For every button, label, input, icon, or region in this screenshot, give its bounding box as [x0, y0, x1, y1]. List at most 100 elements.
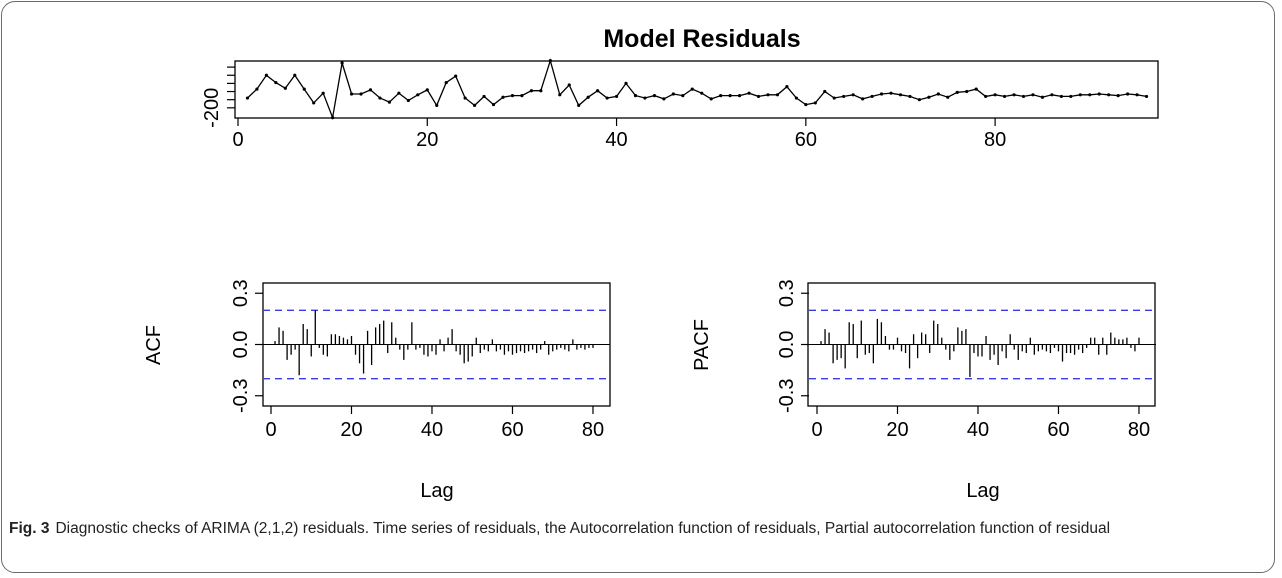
- residual-point: [605, 96, 609, 100]
- pacf-xtick-label: 60: [1047, 419, 1069, 441]
- residual-point: [359, 92, 363, 96]
- residual-point: [435, 103, 439, 107]
- residual-point: [614, 94, 619, 99]
- residual-point: [283, 86, 287, 90]
- residual-point: [946, 95, 950, 99]
- residual-point: [832, 96, 836, 100]
- acf-xlabel: Lag: [420, 480, 453, 502]
- residual-series-line: [247, 58, 1147, 121]
- ts-xtick-label: 60: [795, 129, 817, 151]
- residual-point: [936, 92, 940, 96]
- ts-xtick-label: 40: [605, 129, 627, 151]
- residual-point: [908, 94, 912, 99]
- residual-point: [1050, 93, 1054, 97]
- figure-label: Fig. 3: [9, 520, 50, 537]
- residual-point: [671, 92, 675, 96]
- residual-point: [463, 96, 467, 100]
- residual-point: [312, 101, 316, 105]
- residual-point: [255, 87, 259, 91]
- residual-point: [548, 58, 552, 63]
- residual-point: [965, 89, 969, 94]
- residual-point: [491, 102, 496, 107]
- residual-point: [454, 74, 458, 78]
- residual-point: [245, 96, 250, 100]
- residual-point: [1135, 93, 1139, 97]
- residual-point: [558, 93, 562, 97]
- residual-point: [1116, 94, 1120, 98]
- residual-point: [662, 97, 666, 101]
- residual-point: [898, 93, 903, 97]
- residual-point: [652, 94, 657, 98]
- residual-point: [775, 93, 780, 97]
- residual-point: [690, 87, 694, 91]
- residual-point: [510, 94, 515, 98]
- residual-point: [719, 94, 723, 98]
- acf-xtick-label: 20: [340, 419, 362, 441]
- residual-point: [340, 61, 344, 65]
- residual-point: [416, 93, 420, 97]
- ts-title: Model Residuals: [603, 25, 800, 53]
- ts-xtick-label: 80: [984, 129, 1006, 151]
- acf-ytick-label: 0.0: [230, 331, 252, 359]
- acf-xtick-label: 60: [501, 419, 523, 441]
- acf-panel: ACF Lag 0 20 40 60 80 -0.3 0.0 0.3: [143, 279, 611, 502]
- residual-point: [756, 94, 761, 99]
- residual-point: [302, 87, 306, 91]
- residual-point: [823, 89, 827, 94]
- residual-point: [293, 73, 297, 77]
- pacf-xtick-label: 40: [967, 419, 989, 441]
- residual-point: [785, 85, 789, 89]
- pacf-ylabel: PACF: [691, 319, 713, 371]
- acf-ytick-label: -0.3: [230, 379, 252, 413]
- residual-point: [1031, 93, 1035, 97]
- residual-point: [984, 94, 988, 99]
- residual-point: [577, 103, 581, 107]
- residual-point: [851, 93, 855, 97]
- ts-plot-box: [234, 60, 1159, 119]
- residual-point: [974, 87, 978, 91]
- caption-text: Diagnostic checks of ARIMA (2,1,2) resid…: [55, 520, 1111, 537]
- acf-ytick-label: 0.3: [230, 279, 252, 307]
- acf-ylabel: ACF: [143, 325, 165, 365]
- residual-point: [1107, 93, 1111, 97]
- pacf-xtick-label: 80: [1128, 419, 1150, 441]
- residual-point: [444, 80, 448, 85]
- residual-point: [406, 98, 410, 103]
- residual-point: [813, 101, 817, 105]
- pacf-ytick-label: 0.3: [776, 279, 798, 307]
- ts-ytick-label: -200: [201, 88, 223, 128]
- figure-plots: Model Residuals 0 20 40 60 80 -200 ACF Lag 0 2…: [143, 25, 1159, 502]
- residual-point: [633, 94, 638, 98]
- residual-point: [1002, 94, 1007, 99]
- ts-xtick-label: 20: [416, 129, 438, 151]
- residual-point: [728, 94, 732, 98]
- residual-point: [1078, 93, 1082, 97]
- residuals-time-series-panel: Model Residuals 0 20 40 60 80 -200: [201, 25, 1159, 151]
- residual-point: [1040, 95, 1045, 99]
- residual-point: [1144, 94, 1149, 99]
- ts-xtick-label: 0: [232, 129, 243, 151]
- residual-point: [397, 91, 401, 95]
- residual-point: [747, 91, 751, 95]
- residual-point: [520, 94, 524, 98]
- residual-point: [274, 80, 278, 85]
- residual-point: [624, 81, 628, 85]
- residual-point: [1126, 92, 1130, 96]
- residual-point: [737, 94, 742, 98]
- residual-point: [917, 98, 922, 102]
- residual-point: [425, 88, 429, 92]
- acf-xtick-label: 40: [421, 419, 443, 441]
- pacf-panel: PACF Lag 0 20 40 60 80 -0.3 0.0 0.3: [691, 279, 1156, 502]
- residual-point: [709, 97, 713, 101]
- residual-point: [1059, 94, 1063, 99]
- residual-point: [766, 93, 770, 97]
- residual-point: [861, 97, 865, 101]
- pacf-xtick-label: 0: [811, 419, 822, 441]
- residual-point: [387, 100, 392, 104]
- residual-point: [567, 83, 571, 87]
- residual-point: [501, 95, 505, 99]
- residual-point: [482, 94, 486, 99]
- residual-point: [331, 115, 335, 120]
- residual-point: [804, 102, 808, 107]
